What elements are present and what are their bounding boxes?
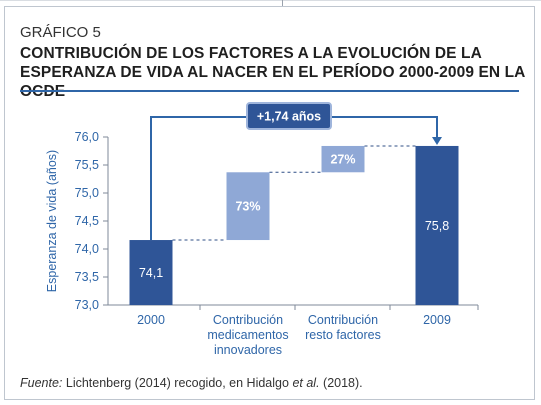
- source-text-1: Lichtenberg (2014) recogido, en Hidalgo: [65, 376, 289, 390]
- annotation-label: +1,74 años: [257, 110, 321, 124]
- category-label: Contribución: [213, 313, 283, 327]
- category-label: medicamentos: [207, 328, 288, 342]
- bar: [415, 145, 459, 305]
- category-label: innovadores: [214, 343, 282, 357]
- y-tick-label: 73,5: [75, 270, 99, 284]
- category-label: Contribución: [308, 313, 378, 327]
- y-tick-label: 74,0: [75, 242, 99, 256]
- category-label: 2009: [423, 313, 451, 327]
- y-axis-label: Esperanza de vida (años): [45, 150, 59, 292]
- top-border: [0, 0, 541, 1]
- title-rule: [20, 90, 519, 92]
- source-etal: et al.: [292, 376, 320, 390]
- bar-value-label: 74,1: [139, 266, 163, 280]
- annotation-arrowhead: [432, 136, 442, 145]
- y-tick-label: 74,5: [75, 214, 99, 228]
- bar: [129, 240, 173, 305]
- bar: [226, 172, 270, 241]
- top-tick: [282, 0, 283, 6]
- bar-value-label: 27%: [330, 153, 355, 167]
- source-label: Fuente:: [20, 376, 63, 390]
- category-label: 2000: [137, 313, 165, 327]
- y-tick-label: 76,0: [75, 130, 99, 144]
- annotation-bracket: [150, 116, 438, 241]
- figure-label: GRÁFICO 5: [20, 24, 101, 41]
- y-tick-label: 73,0: [75, 298, 99, 312]
- bar-value-label: 75,8: [425, 219, 449, 233]
- annotation-box: [246, 102, 332, 130]
- y-tick-label: 75,5: [75, 158, 99, 172]
- figure-source: Fuente: Lichtenberg (2014) recogido, en …: [20, 376, 363, 390]
- bar: [321, 145, 365, 173]
- category-label: resto factores: [305, 328, 381, 342]
- bar-value-label: 73%: [235, 200, 260, 214]
- y-tick-label: 75,0: [75, 186, 99, 200]
- source-text-2: (2018).: [323, 376, 363, 390]
